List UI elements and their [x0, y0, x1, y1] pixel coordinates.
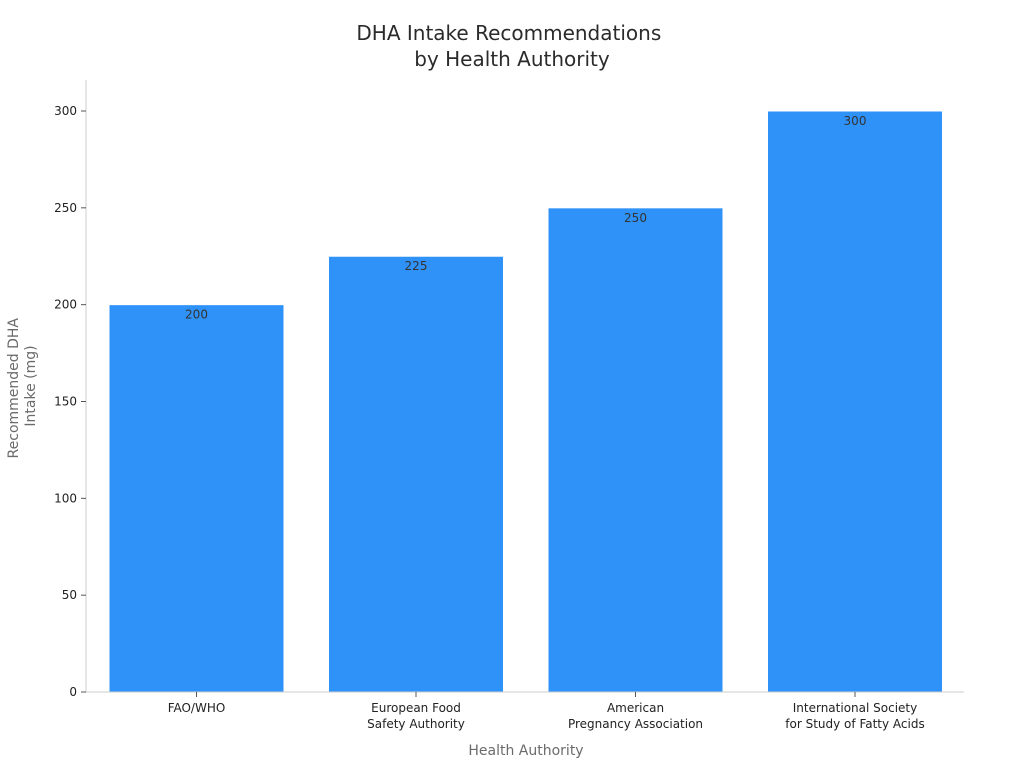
y-tick-label-4: 200: [54, 298, 77, 312]
y-tick-label-1: 50: [62, 588, 77, 602]
y-tick-label-5: 250: [54, 201, 77, 215]
y-axis-label-line-2: Intake (mg): [23, 345, 39, 426]
x-tick-label-1-line-1: Safety Authority: [367, 717, 465, 731]
bar-3: [767, 110, 943, 693]
bar-0: [108, 304, 285, 693]
x-tick-label-3-line-1: for Study of Fatty Acids: [785, 717, 924, 731]
bars-group: [108, 110, 943, 693]
y-tick-label-3: 150: [54, 394, 77, 408]
chart-title: DHA Intake Recommendations by Health Aut…: [356, 21, 667, 71]
x-ticks-group: FAO/WHO European Food Safety Authority Amer…: [168, 692, 925, 731]
chart-title-line-2: by Health Authority: [414, 47, 610, 71]
chart-title-line-1: DHA Intake Recommendations: [356, 21, 661, 45]
data-label-0: 200: [185, 308, 208, 322]
data-label-1: 225: [405, 259, 428, 273]
y-tick-label-2: 100: [54, 491, 77, 505]
y-tick-label-6: 300: [54, 104, 77, 118]
x-tick-label-2-line-1: Pregnancy Association: [568, 717, 703, 731]
x-tick-label-3: International Society for Study of Fatty …: [785, 701, 924, 731]
y-ticks-group: 0 50 100 150 200 250 300: [54, 104, 86, 699]
data-label-3: 300: [844, 114, 867, 128]
data-labels-group: 200 225 250 300: [185, 114, 866, 322]
x-tick-label-2-line-0: American: [607, 701, 664, 715]
y-tick-label-0: 0: [69, 685, 77, 699]
x-tick-label-3-line-0: International Society: [793, 701, 917, 715]
data-label-2: 250: [624, 211, 647, 225]
x-tick-label-2: American Pregnancy Association: [568, 701, 703, 731]
bar-1: [328, 255, 504, 693]
bar-2: [547, 207, 724, 693]
x-tick-label-0: FAO/WHO: [168, 701, 226, 715]
x-axis-label: Health Authority: [468, 743, 583, 759]
y-axis-label: Recommended DHA Intake (mg): [6, 314, 39, 459]
x-tick-label-0-line-0: FAO/WHO: [168, 701, 226, 715]
y-axis-label-line-1: Recommended DHA: [6, 318, 22, 459]
x-tick-label-1-line-0: European Food: [371, 701, 461, 715]
x-tick-label-1: European Food Safety Authority: [367, 701, 465, 731]
